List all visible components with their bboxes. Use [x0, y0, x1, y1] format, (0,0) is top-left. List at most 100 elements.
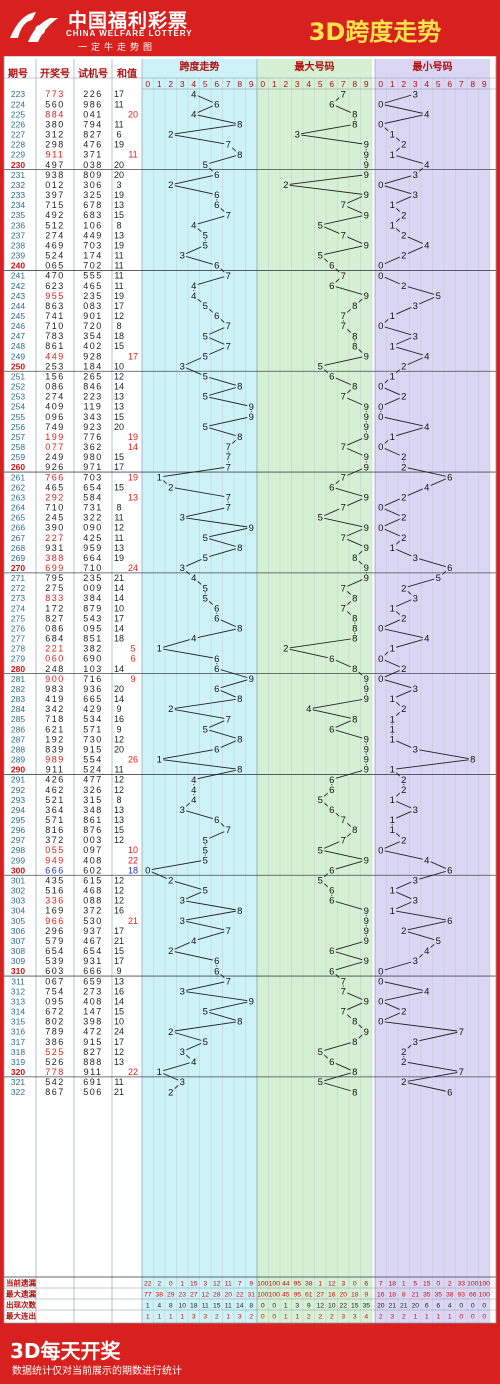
trend-point-bg	[362, 150, 371, 160]
trend-point-min: 1	[390, 795, 395, 806]
row-sum: 17	[114, 956, 124, 966]
column-header-test: 试机号	[78, 67, 108, 80]
trend-point-bg	[350, 1037, 359, 1047]
trend-point-bg	[376, 99, 385, 109]
trend-point-bg	[166, 946, 175, 956]
trend-point-min: 3	[413, 593, 418, 604]
row-draw-number: 469	[45, 240, 65, 250]
stats-value: 8	[169, 1303, 173, 1310]
trend-point-bg	[388, 734, 397, 744]
stats-value: 45	[282, 1292, 290, 1299]
row-period: 265	[11, 513, 25, 523]
trend-point-min: 3	[413, 331, 418, 342]
trend-point-bg	[224, 926, 233, 936]
trend-point-min: 5	[436, 291, 441, 302]
digit-header: 4	[191, 79, 196, 89]
stats-value: 11	[225, 1281, 232, 1288]
trend-point-min: 1	[390, 432, 395, 443]
digit-header: 9	[482, 79, 487, 89]
trend-point-min: 1	[390, 150, 395, 161]
trend-point-bg	[166, 875, 175, 885]
row-draw-number: 911	[46, 765, 65, 775]
row-sum: 13	[114, 543, 124, 553]
row-sum: 6	[130, 654, 135, 664]
stats-value: 1	[295, 1314, 299, 1321]
row-test-number: 888	[83, 1057, 103, 1067]
row-period: 256	[11, 422, 25, 432]
trend-point-bg	[376, 321, 385, 331]
row-sum: 20	[114, 684, 124, 694]
row-test-number: 472	[83, 1027, 103, 1037]
trend-point-bg	[376, 1016, 385, 1026]
trend-point-max: 7	[341, 1007, 346, 1018]
row-sum: 12	[114, 775, 124, 785]
row-test-number: 615	[83, 875, 103, 885]
row-period: 255	[11, 412, 25, 422]
row-sum: 14	[114, 623, 124, 633]
trend-point-bg	[350, 119, 359, 129]
trend-point-bg	[339, 391, 348, 401]
row-test-number: 429	[83, 704, 103, 714]
row-sum: 12	[114, 875, 124, 885]
row-test-number: 326	[83, 785, 103, 795]
row-sum: 17	[114, 926, 124, 936]
trend-point-span: 5	[203, 1007, 208, 1018]
stats-value: 15	[423, 1281, 431, 1288]
trend-point-span: 4	[191, 936, 196, 947]
row-draw-number: 861	[45, 341, 65, 351]
row-test-number: 931	[83, 956, 103, 966]
stats-value: 22	[144, 1281, 152, 1288]
trend-point-bg	[362, 139, 371, 149]
row-test-number: 402	[83, 341, 103, 351]
row-draw-number: 839	[45, 744, 65, 754]
row-test-number: 506	[83, 1087, 103, 1097]
trend-point-max: 7	[341, 230, 346, 241]
trend-point-bg	[362, 573, 371, 583]
trend-point-span: 6	[214, 200, 219, 211]
row-test-number: 683	[83, 210, 103, 220]
row-draw-number: 867	[45, 1087, 65, 1097]
trend-point-span: 1	[157, 472, 162, 483]
trend-point-bg	[212, 966, 221, 976]
trend-point-min: 3	[413, 956, 418, 967]
row-test-number: 851	[83, 634, 103, 644]
stats-value: 12	[328, 1281, 336, 1288]
row-test-number: 273	[83, 986, 103, 996]
digit-header: 6	[329, 79, 334, 89]
trend-point-max: 9	[364, 855, 369, 866]
row-draw-number: 388	[45, 553, 65, 563]
stats-value: 12	[213, 1281, 221, 1288]
trend-point-bg	[189, 281, 198, 291]
trend-point-span: 6	[214, 815, 219, 826]
trend-point-bg	[388, 371, 397, 381]
row-sum: 21	[128, 916, 138, 926]
row-sum: 11	[114, 271, 123, 281]
trend-point-max: 7	[341, 835, 346, 846]
trend-point-max: 6	[329, 724, 334, 735]
stats-value: 2	[318, 1314, 322, 1321]
trend-point-max: 6	[329, 866, 334, 877]
row-period: 294	[11, 805, 25, 815]
trend-point-bg	[376, 442, 385, 452]
trend-point-bg	[399, 583, 408, 593]
trend-point-span: 6	[214, 170, 219, 181]
trend-point-min: 1	[390, 311, 395, 322]
trend-point-bg	[189, 109, 198, 119]
trend-point-bg	[339, 976, 348, 986]
row-draw-number: 172	[45, 603, 65, 613]
trend-point-span: 8	[237, 694, 242, 705]
row-period: 266	[11, 523, 25, 533]
row-test-number: 322	[83, 513, 103, 523]
row-sum: 19	[114, 240, 124, 250]
trend-point-span: 3	[180, 513, 185, 524]
trend-point-bg	[339, 442, 348, 452]
trend-point-span: 4	[191, 1057, 196, 1068]
trend-point-bg	[224, 492, 233, 502]
trend-point-span: 2	[168, 704, 173, 715]
stats-value: 1	[180, 1314, 184, 1321]
trend-point-bg	[201, 593, 210, 603]
trend-point-max: 9	[364, 422, 369, 433]
row-sum: 14	[114, 664, 124, 674]
row-sum: 11	[114, 765, 123, 775]
stats-value: 1	[284, 1303, 288, 1310]
